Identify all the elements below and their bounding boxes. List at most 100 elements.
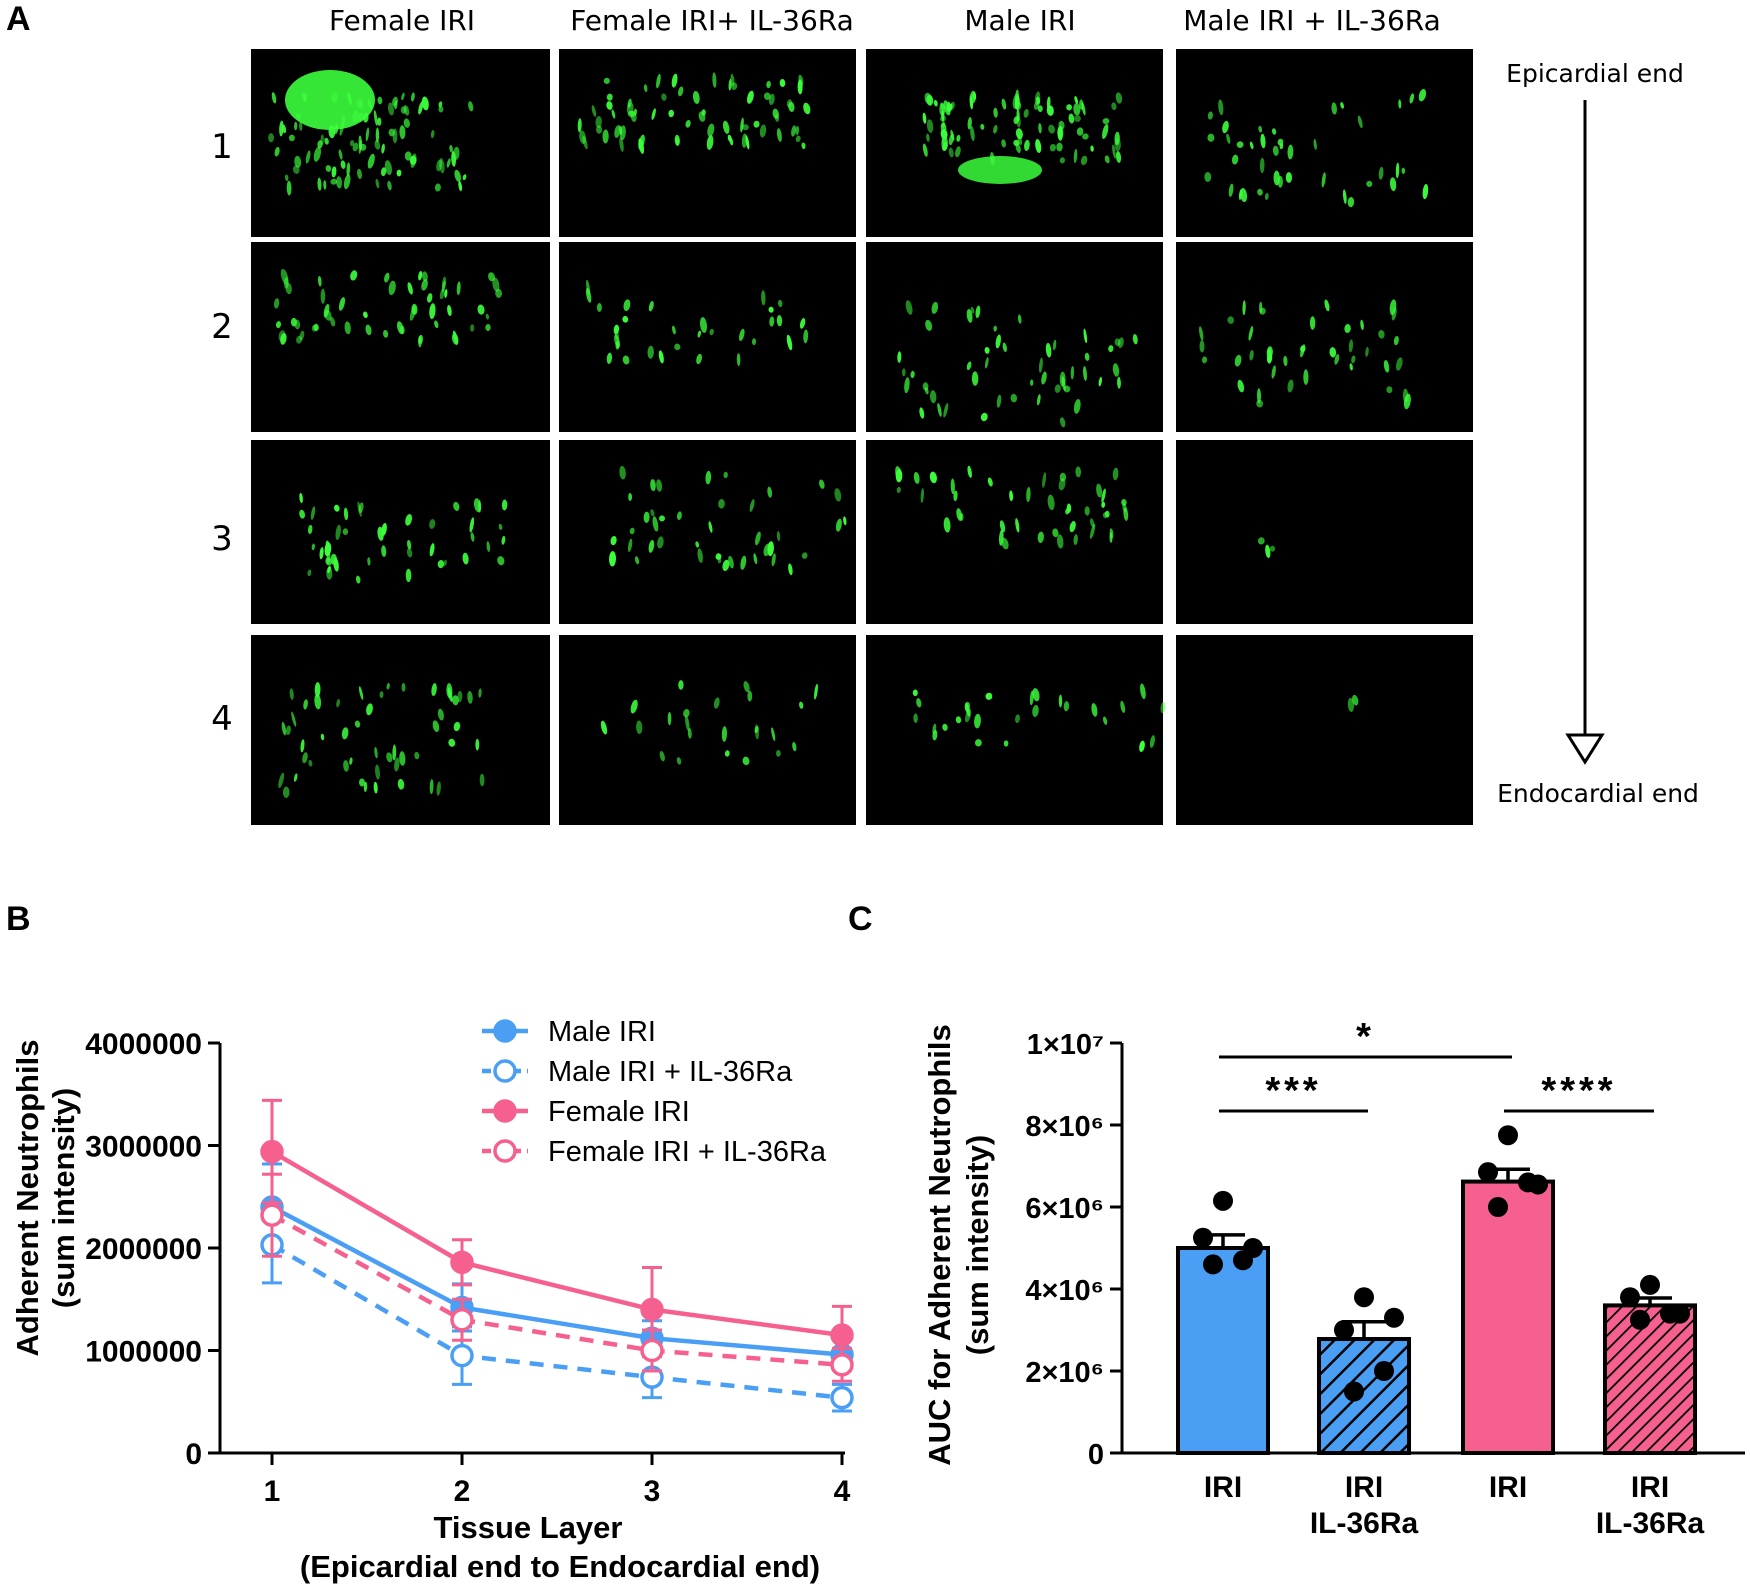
neutrophil-signal bbox=[1070, 366, 1075, 380]
neutrophil-signal bbox=[786, 334, 793, 351]
neutrophil-signal bbox=[1030, 379, 1034, 386]
neutrophil-signal bbox=[946, 101, 951, 112]
neutrophil-signal bbox=[1083, 366, 1087, 381]
neutrophil-signal bbox=[407, 282, 413, 295]
neutrophil-signal bbox=[993, 325, 998, 332]
neutrophil-signal bbox=[444, 289, 448, 298]
neutrophil-signal bbox=[279, 120, 284, 137]
neutrophil-signal bbox=[268, 133, 274, 143]
legend-marker bbox=[493, 1059, 517, 1083]
neutrophil-signal bbox=[1001, 139, 1006, 148]
neutrophil-signal bbox=[1098, 376, 1102, 387]
data-point bbox=[1354, 1287, 1374, 1308]
row-label-4: 4 bbox=[211, 699, 233, 739]
neutrophil-signal bbox=[1237, 379, 1245, 393]
neutrophil-signal bbox=[1058, 694, 1063, 708]
tile-background bbox=[866, 635, 1163, 825]
neutrophil-signal bbox=[975, 305, 981, 319]
neutrophil-signal bbox=[929, 471, 937, 484]
neutrophil-signal bbox=[1249, 349, 1254, 361]
neutrophil-signal bbox=[1287, 379, 1294, 393]
neutrophil-signal bbox=[388, 280, 396, 296]
neutrophil-signal bbox=[966, 361, 972, 371]
row-label-2: 2 bbox=[211, 307, 233, 347]
neutrophil-signal bbox=[452, 695, 459, 706]
neutrophil-signal bbox=[318, 275, 322, 287]
neutrophil-signal bbox=[1066, 104, 1073, 111]
neutrophil-signal bbox=[446, 158, 451, 168]
neutrophil-signal bbox=[453, 721, 461, 732]
tile-background bbox=[559, 242, 856, 432]
neutrophil-signal bbox=[1132, 334, 1138, 345]
data-point bbox=[1620, 1287, 1640, 1308]
neutrophil-signal bbox=[1045, 342, 1052, 358]
neutrophil-signal bbox=[591, 105, 597, 117]
series-line bbox=[270, 1213, 843, 1368]
neutrophil-signal bbox=[801, 552, 808, 559]
neutrophil-signal bbox=[713, 697, 720, 709]
neutrophil-signal bbox=[281, 721, 287, 736]
neutrophil-signal bbox=[418, 270, 423, 281]
neutrophil-signal bbox=[659, 515, 665, 522]
neutrophil-signal bbox=[648, 539, 655, 553]
neutrophil-signal bbox=[367, 153, 375, 169]
neutrophil-signal bbox=[1096, 483, 1103, 498]
neutrophil-signal bbox=[1015, 714, 1020, 724]
neutrophil-signal bbox=[330, 553, 337, 565]
neutrophil-signal bbox=[942, 141, 948, 152]
neutrophil-signal bbox=[769, 316, 775, 327]
neutrophil-signal bbox=[1140, 683, 1146, 700]
data-point bbox=[1384, 1307, 1404, 1328]
legend-label: Female IRI + IL-36Ra bbox=[548, 1136, 827, 1168]
neutrophil-signal bbox=[354, 720, 361, 728]
neutrophil-signal bbox=[1016, 115, 1021, 128]
neutrophil-signal bbox=[736, 353, 741, 367]
neutrophil-signal bbox=[1058, 478, 1066, 491]
data-point bbox=[1193, 1227, 1213, 1248]
neutrophil-signal bbox=[999, 520, 1006, 533]
neutrophil-signal bbox=[396, 321, 404, 335]
neutrophil-signal bbox=[1303, 369, 1309, 385]
neutrophil-signal bbox=[1395, 162, 1400, 179]
neutrophil-signal bbox=[1418, 89, 1427, 102]
neutrophil-signal bbox=[795, 135, 801, 143]
data-point bbox=[450, 1250, 474, 1275]
neutrophil-signal bbox=[400, 106, 407, 114]
legend-marker bbox=[493, 1139, 517, 1163]
neutrophil-signal bbox=[1073, 149, 1078, 163]
neutrophil-signal bbox=[746, 90, 754, 104]
neutrophil-signal bbox=[1378, 330, 1385, 339]
neutrophil-signal bbox=[294, 155, 302, 168]
neutrophil-signal bbox=[676, 757, 682, 765]
neutrophil-signal bbox=[671, 73, 678, 88]
neutrophil-signal bbox=[1242, 300, 1246, 316]
microscopy-grid bbox=[251, 49, 1473, 825]
neutrophil-signal bbox=[298, 121, 303, 131]
neutrophil-signal bbox=[747, 690, 753, 702]
neutrophil-signal bbox=[638, 138, 645, 154]
neutrophil-signal bbox=[1256, 399, 1264, 408]
neutrophil-signal bbox=[365, 324, 372, 336]
neutrophil-signal bbox=[421, 96, 429, 111]
neutrophil-signal bbox=[1256, 388, 1262, 404]
bar-group-1: IRI bbox=[1176, 1190, 1270, 1504]
legend-label: Male IRI + IL-36Ra bbox=[548, 1056, 793, 1088]
neutrophil-signal bbox=[740, 117, 744, 133]
neutrophil-signal bbox=[343, 507, 349, 521]
neutrophil-signal bbox=[1357, 115, 1363, 129]
neutrophil-signal bbox=[933, 99, 938, 107]
legend-label: Female IRI bbox=[548, 1096, 690, 1128]
neutrophil-signal bbox=[366, 703, 373, 716]
neutrophil-signal bbox=[606, 101, 613, 110]
neutrophil-signal bbox=[282, 786, 290, 798]
neutrophil-signal bbox=[386, 682, 390, 690]
neutrophil-signal bbox=[434, 320, 439, 329]
neutrophil-signal bbox=[405, 568, 412, 583]
neutrophil-signal bbox=[1349, 363, 1353, 371]
data-point bbox=[640, 1297, 664, 1322]
neutrophil-signal bbox=[1075, 466, 1082, 478]
neutrophil-signal bbox=[1226, 133, 1231, 144]
neutrophil-signal bbox=[1114, 338, 1121, 346]
neutrophil-signal bbox=[969, 95, 974, 110]
neutrophil-signal bbox=[475, 738, 480, 751]
